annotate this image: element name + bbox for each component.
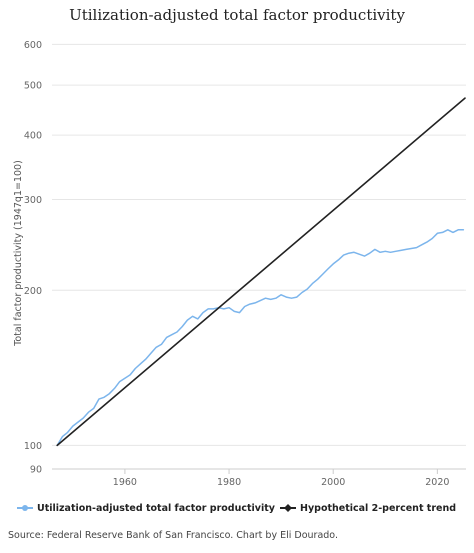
legend-item-tfp[interactable]: Utilization-adjusted total factor produc… (17, 503, 276, 514)
y-tick-label: 100 (24, 441, 42, 452)
grid (52, 43, 466, 470)
chart-title: Utilization-adjusted total factor produc… (69, 6, 405, 24)
series-line-trend (56, 97, 466, 447)
y-tick-label: 200 (24, 286, 42, 297)
y-tick-label: 300 (24, 195, 42, 206)
x-axis-ticks: 1960 1980 2000 2020 (113, 469, 449, 488)
x-tick-label: 2020 (425, 477, 449, 488)
y-tick-label: 500 (24, 81, 42, 92)
x-tick-label: 1960 (113, 477, 137, 488)
legend-label-tfp: Utilization-adjusted total factor produc… (37, 503, 276, 514)
legend-label-trend: Hypothetical 2-percent trend (300, 503, 456, 514)
y-axis-ticks: 90 100 200 300 400 500 600 (24, 40, 42, 476)
y-axis-label: Total factor productivity (1947q1=100) (13, 160, 24, 347)
y-tick-label: 90 (30, 465, 42, 476)
x-tick-label: 1980 (217, 477, 241, 488)
legend: Utilization-adjusted total factor produc… (17, 503, 456, 514)
legend-marker-tfp (22, 505, 28, 511)
source-note: Source: Federal Reserve Bank of San Fran… (8, 530, 338, 541)
series-group (56, 97, 466, 447)
legend-marker-trend (284, 504, 292, 512)
legend-item-trend[interactable]: Hypothetical 2-percent trend (280, 503, 456, 514)
y-tick-label: 400 (24, 131, 42, 142)
series-line-tfp (56, 229, 465, 447)
x-tick-label: 2000 (321, 477, 345, 488)
y-tick-label: 600 (24, 40, 42, 51)
